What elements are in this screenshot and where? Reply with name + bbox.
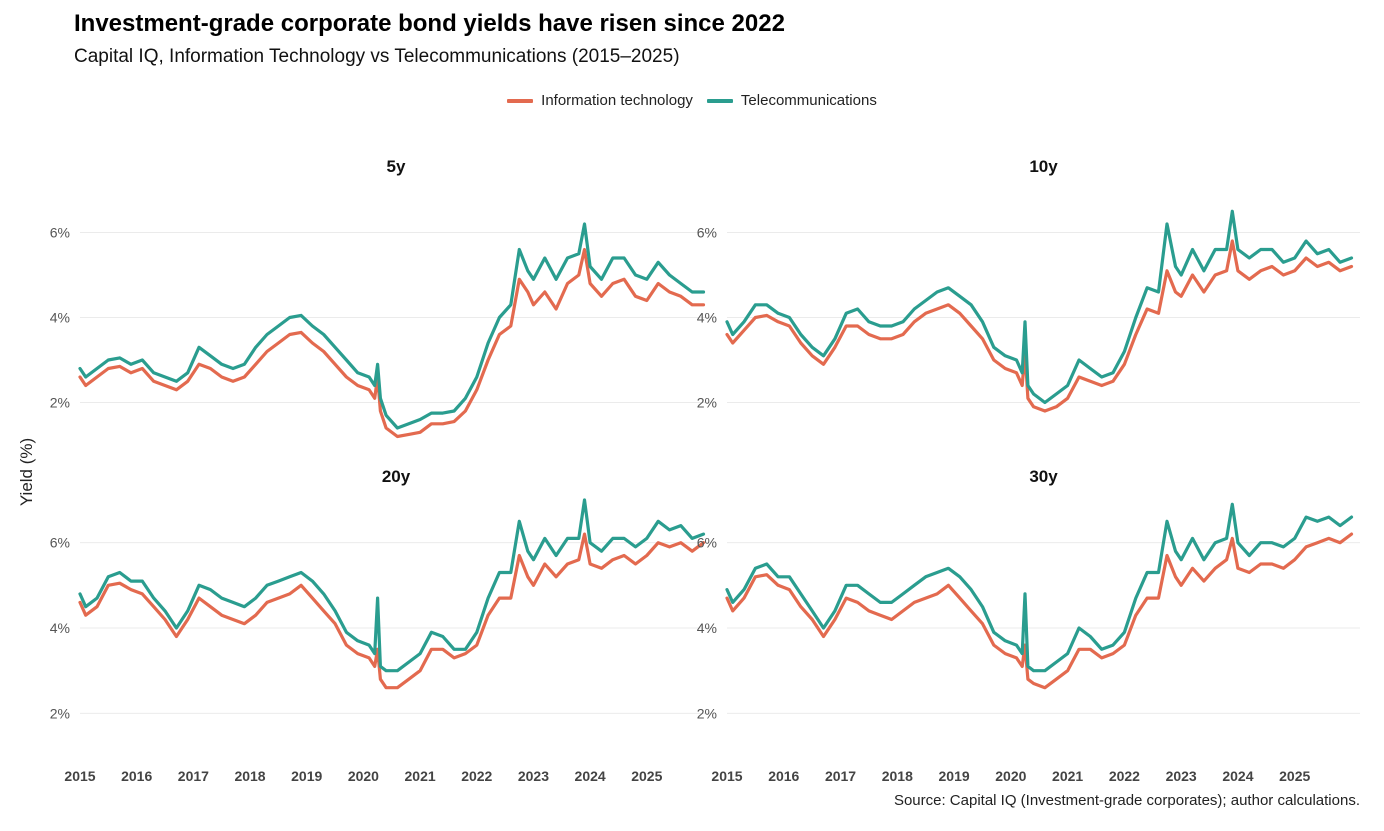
panel-title-5y: 5y	[387, 157, 406, 176]
y-tick-label: 6%	[697, 535, 717, 551]
series-line-telecommunications	[725, 209, 1354, 405]
y-tick-label: 2%	[50, 395, 70, 411]
x-tick-label: 2015	[64, 768, 95, 784]
series-line-information-technology	[725, 532, 1354, 690]
x-tick-label: 2016	[121, 768, 152, 784]
y-tick-label: 2%	[50, 705, 70, 721]
y-tick-label: 4%	[50, 620, 70, 636]
panel-title-30y: 30y	[1029, 467, 1058, 486]
x-tick-label: 2024	[1222, 768, 1253, 784]
x-tick-label: 2018	[234, 768, 265, 784]
legend-swatch-information-technology	[507, 98, 534, 103]
legend-label-telecommunications: Telecommunications	[740, 92, 877, 109]
panel-title-10y: 10y	[1029, 157, 1058, 176]
panel-30y: 30y 2% 4% 6%	[697, 467, 1360, 721]
x-tick-label: 2020	[348, 768, 379, 784]
panel-20y: 20y 2% 4% 6%	[50, 467, 712, 721]
series-line-information-technology	[78, 532, 706, 690]
legend-swatch-telecommunications	[706, 98, 733, 103]
x-tick-label: 2017	[825, 768, 856, 784]
series-line-information-technology	[725, 239, 1354, 413]
y-tick-label: 4%	[697, 310, 717, 326]
x-tick-label: 2023	[1166, 768, 1197, 784]
chart-subtitle: Capital IQ, Information Technology vs Te…	[74, 46, 680, 67]
x-tick-label: 2025	[1279, 768, 1310, 784]
y-tick-label: 6%	[697, 225, 717, 241]
series-line-telecommunications	[78, 222, 706, 430]
x-tick-label: 2017	[178, 768, 209, 784]
x-tick-label: 2019	[939, 768, 970, 784]
x-tick-label: 2021	[405, 768, 436, 784]
y-tick-label: 4%	[697, 620, 717, 636]
series-line-telecommunications	[725, 502, 1354, 673]
y-tick-label: 4%	[50, 310, 70, 326]
x-tick-label: 2023	[518, 768, 549, 784]
legend: Information technology Telecommunication…	[0, 92, 1384, 109]
x-tick-label: 2022	[461, 768, 492, 784]
x-tick-label: 2024	[575, 768, 606, 784]
x-tick-label: 2015	[711, 768, 742, 784]
source-note: Source: Capital IQ (Investment-grade cor…	[893, 792, 1360, 809]
x-tick-label: 2020	[995, 768, 1026, 784]
chart-title: Investment-grade corporate bond yields h…	[74, 10, 785, 37]
x-tick-label: 2019	[291, 768, 322, 784]
panel-title-20y: 20y	[382, 467, 411, 486]
y-tick-label: 2%	[697, 705, 717, 721]
x-tick-label: 2018	[882, 768, 913, 784]
x-tick-label: 2025	[631, 768, 662, 784]
y-axis-label: Yield (%)	[17, 438, 36, 506]
x-tick-label: 2022	[1109, 768, 1140, 784]
x-tick-label: 2016	[768, 768, 799, 784]
legend-item-telecommunications: Telecommunications	[706, 92, 877, 109]
y-tick-label: 2%	[697, 395, 717, 411]
legend-item-information-technology: Information technology	[507, 92, 693, 109]
series-line-telecommunications	[78, 498, 706, 673]
series-line-information-technology	[78, 247, 706, 439]
x-tick-label: 2021	[1052, 768, 1083, 784]
panel-10y: 10y 2% 4% 6%	[697, 157, 1360, 413]
panel-5y: 5y 2% 4% 6%	[50, 157, 712, 439]
legend-label-information-technology: Information technology	[541, 92, 693, 109]
y-tick-label: 6%	[50, 225, 70, 241]
y-tick-label: 6%	[50, 535, 70, 551]
